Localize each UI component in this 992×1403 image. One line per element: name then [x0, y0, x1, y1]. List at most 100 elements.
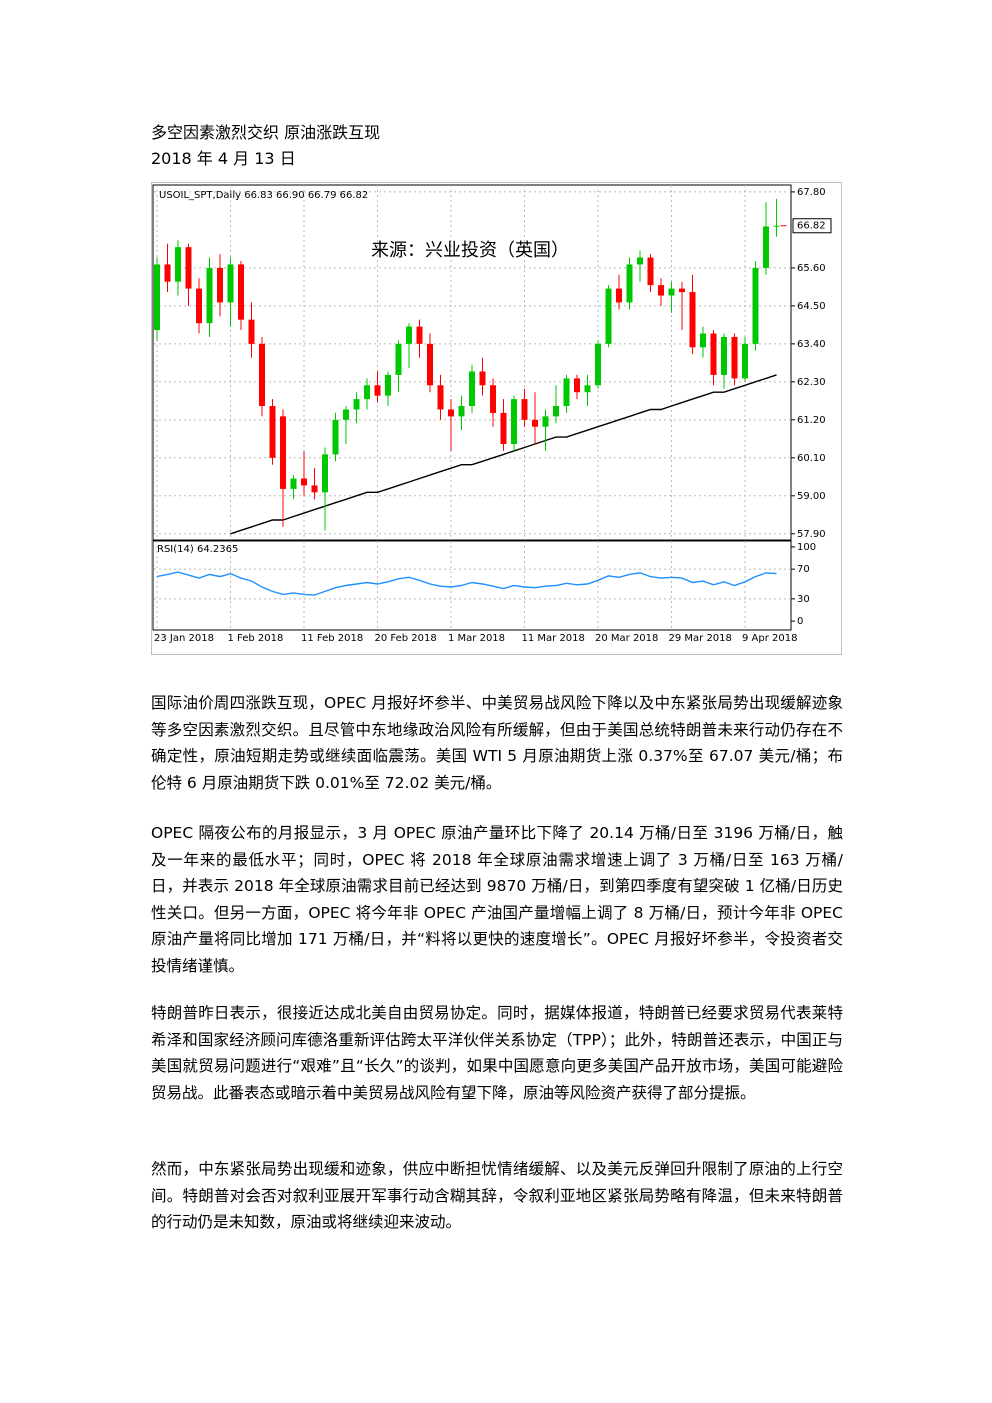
candle-body: [175, 247, 181, 282]
candle-body: [364, 385, 370, 400]
x-tick-label: 29 Mar 2018: [669, 633, 732, 644]
candle-body: [668, 288, 675, 296]
candle-body: [689, 292, 696, 348]
candle-body: [238, 264, 244, 320]
candle-body: [563, 378, 570, 407]
candle-body: [700, 333, 706, 348]
candle-body: [395, 343, 402, 375]
candle-body: [626, 264, 633, 303]
candle-body: [269, 406, 276, 458]
candle-body: [322, 454, 328, 493]
candle-body: [500, 412, 507, 444]
rsi-tick-label: 70: [797, 564, 810, 575]
y-tick-label: 62.30: [797, 377, 826, 388]
candle-body: [637, 257, 643, 265]
candle-body: [553, 406, 559, 417]
candle-body: [374, 385, 381, 396]
candle-body: [290, 478, 297, 489]
y-tick-label: 61.20: [797, 415, 826, 426]
candle-body: [574, 378, 580, 393]
x-tick-label: 11 Feb 2018: [301, 633, 363, 644]
candle-body: [763, 226, 769, 268]
chart: 67.80 65.60 64.50 63.40 62.30 61.20 60.10 59.00…: [151, 182, 842, 655]
candle-body: [458, 406, 465, 417]
x-tick-label: 1 Feb 2018: [228, 633, 284, 644]
candle-body: [311, 485, 318, 493]
candle-body: [616, 288, 622, 303]
price-pane: [152, 184, 792, 541]
candle-body: [259, 343, 265, 407]
y-tick-label: 57.90: [797, 529, 826, 540]
rsi-pane: [152, 540, 792, 631]
candle-body: [332, 419, 339, 455]
candle-body: [731, 336, 738, 379]
candle-body: [385, 374, 391, 396]
candle-body: [196, 288, 202, 324]
y-tick-label: 60.10: [797, 453, 826, 464]
candle-body: [280, 416, 286, 489]
price-tag: [792, 218, 832, 234]
candle-body: [448, 409, 454, 417]
rsi-label: RSI(14) 64.2365: [157, 544, 238, 555]
candle-body: [154, 264, 160, 331]
candle-body: [437, 385, 444, 410]
symbol-header: USOIL_SPT,Daily 66.83 66.90 66.79 66.82: [159, 190, 368, 201]
paragraph: 国际油价周四涨跌互现，OPEC 月报好坏参半、中美贸易战风险下降以及中东紧张局势…: [151, 694, 843, 792]
y-tick-label: 63.40: [797, 339, 826, 350]
candle-body: [773, 225, 780, 227]
candle-body: [752, 267, 759, 344]
candle-body: [490, 385, 496, 413]
candle-body: [353, 399, 360, 410]
rsi-tick-label: 0: [797, 616, 803, 627]
y-tick-label: 59.00: [797, 491, 826, 502]
candle-body: [584, 385, 591, 393]
y-tick-label: 64.50: [797, 301, 826, 312]
paragraph: 特朗普昨日表示，很接近达成北美自由贸易协定。同时，据媒体报道，特朗普已经要求贸易…: [151, 1004, 843, 1102]
candle-body: [469, 371, 475, 407]
candle-body: [301, 478, 307, 486]
candle-body: [595, 343, 601, 386]
rsi-line: [156, 571, 777, 596]
y-tick-label: 65.60: [797, 263, 826, 274]
chart-frame: [151, 182, 842, 655]
rsi-tick-label: 30: [797, 594, 810, 605]
candle-body: [532, 419, 538, 427]
candle-body: [164, 264, 171, 282]
candle-body: [605, 288, 612, 344]
rsi-tick-label: 100: [797, 542, 816, 553]
candle-body: [511, 399, 517, 444]
x-tick-label: 11 Mar 2018: [522, 633, 585, 644]
paragraph: OPEC 隔夜公布的月报显示，3 月 OPEC 原油产量环比下降了 20.14 …: [151, 824, 843, 975]
candle-body: [406, 326, 412, 344]
doc-date: 2018 年 4 月 13 日: [151, 149, 296, 168]
paragraph: 然而，中东紧张局势出现缓和迹象，供应中断担忧情绪缓解、以及美元反弹回升限制了原油…: [151, 1160, 843, 1231]
candle-body: [217, 267, 223, 303]
watermark: 来源：兴业投资（英国）: [371, 240, 569, 261]
candle-body: [647, 257, 654, 286]
y-tick-label: 67.80: [797, 187, 826, 198]
candle-body: [658, 285, 664, 296]
doc-title: 多空因素激烈交织 原油涨跌互现: [151, 123, 381, 142]
candle-body: [206, 267, 213, 324]
x-tick-label: 23 Jan 2018: [154, 633, 214, 644]
candle-body: [479, 371, 486, 386]
candle-body: [542, 416, 549, 427]
candle-body: [742, 343, 748, 379]
candle-body: [416, 326, 423, 344]
candle-body: [185, 247, 192, 289]
candle-body: [227, 264, 234, 303]
x-tick-label: 1 Mar 2018: [448, 633, 505, 644]
candle-body: [427, 343, 433, 386]
x-tick-label: 20 Mar 2018: [595, 633, 658, 644]
candle-body: [679, 288, 685, 293]
candle-body: [710, 333, 717, 375]
candle-body: [248, 319, 255, 344]
x-tick-label: 20 Feb 2018: [375, 633, 437, 644]
price-tag-label: 66.82: [797, 221, 826, 232]
x-tick-label: 9 Apr 2018: [742, 633, 797, 644]
moving-average: [230, 374, 777, 535]
candle-body: [721, 336, 727, 375]
candle-body: [343, 409, 349, 420]
candle-body: [521, 399, 528, 420]
